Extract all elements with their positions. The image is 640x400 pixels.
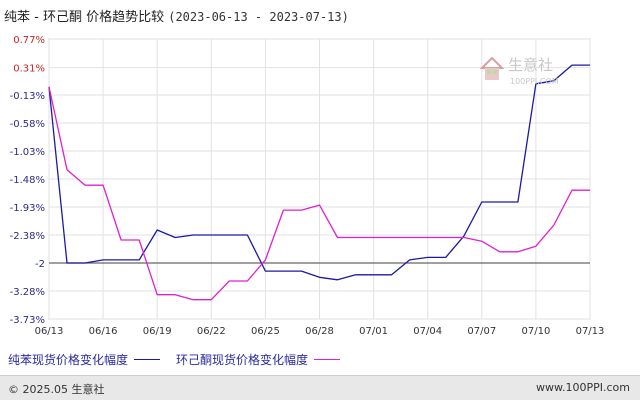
footer-site-link[interactable]: www.100PPI.com	[536, 381, 630, 394]
watermark-url: 100PPI.COM	[510, 77, 559, 86]
x-tick-label: 06/19	[143, 326, 172, 337]
y-tick-label: -0.58%	[10, 119, 45, 130]
y-tick-label: -1.93%	[10, 203, 45, 214]
x-tick-label: 06/22	[197, 326, 226, 337]
x-tick-label: 06/28	[305, 326, 334, 337]
chart-area: 0.77% 0.31% -0.13% -0.58% -1.03% -1.48% -1.93%…	[10, 35, 605, 337]
grid-lines	[48, 38, 591, 320]
x-tick-label: 06/16	[89, 326, 118, 337]
y-tick-label: 0.77%	[13, 35, 45, 46]
legend-item-benzene: 纯苯现货价格变化幅度	[8, 351, 161, 368]
watermark-brand: 生意社	[508, 56, 553, 74]
y-tick-label: -1.48%	[10, 175, 45, 186]
series-line-cyclohexanone	[48, 86, 590, 301]
x-tick-label: 06/25	[251, 326, 280, 337]
series-line-benzene	[48, 64, 590, 281]
y-tick-label: -3.28%	[10, 287, 45, 298]
legend-swatch-cyclohexanone	[314, 358, 341, 360]
title-text: 纯苯 - 环己酮 价格趋势比较	[4, 10, 165, 25]
x-tick-label: 07/04	[413, 326, 442, 337]
chart-legend: 纯苯现货价格变化幅度 环己酮现货价格变化幅度	[8, 350, 356, 368]
legend-swatch-benzene	[134, 358, 161, 360]
x-tick-label: 07/10	[521, 326, 550, 337]
x-axis-ticks: 06/13 06/16 06/19 06/22 06/25 06/28 07/01 07/04…	[35, 326, 605, 337]
y-tick-label: -2	[35, 259, 45, 270]
y-tick-label: -3.73%	[10, 315, 45, 326]
y-tick-label: 0.31%	[13, 64, 45, 75]
footer-bar: © 2025.05 生意社 www.100PPI.com	[0, 375, 640, 400]
title-date-range: (2023-06-13 - 2023-07-13)	[168, 10, 349, 24]
y-axis-ticks: 0.77% 0.31% -0.13% -0.58% -1.03% -1.48% -1.93%…	[10, 35, 45, 326]
legend-item-cyclohexanone: 环己酮现货价格变化幅度	[176, 351, 341, 368]
x-tick-label: 06/13	[35, 326, 64, 337]
y-tick-label: -0.13%	[10, 91, 45, 102]
legend-label-benzene: 纯苯现货价格变化幅度	[8, 352, 129, 367]
footer-copyright: © 2025.05 生意社	[8, 383, 105, 396]
x-tick-label: 07/07	[467, 326, 496, 337]
y-tick-label: -1.03%	[10, 147, 45, 158]
series-lines	[48, 64, 590, 301]
watermark-logo: 生意社 100PPI.COM	[479, 54, 580, 92]
y-tick-label: -2.38%	[10, 231, 45, 242]
legend-label-cyclohexanone: 环己酮现货价格变化幅度	[176, 352, 309, 367]
x-tick-label: 07/13	[576, 326, 605, 337]
chart-title: 纯苯 - 环己酮 价格趋势比较 (2023-06-13 - 2023-07-13…	[4, 6, 349, 25]
house-logo-icon	[479, 56, 505, 80]
x-tick-label: 07/01	[359, 326, 388, 337]
